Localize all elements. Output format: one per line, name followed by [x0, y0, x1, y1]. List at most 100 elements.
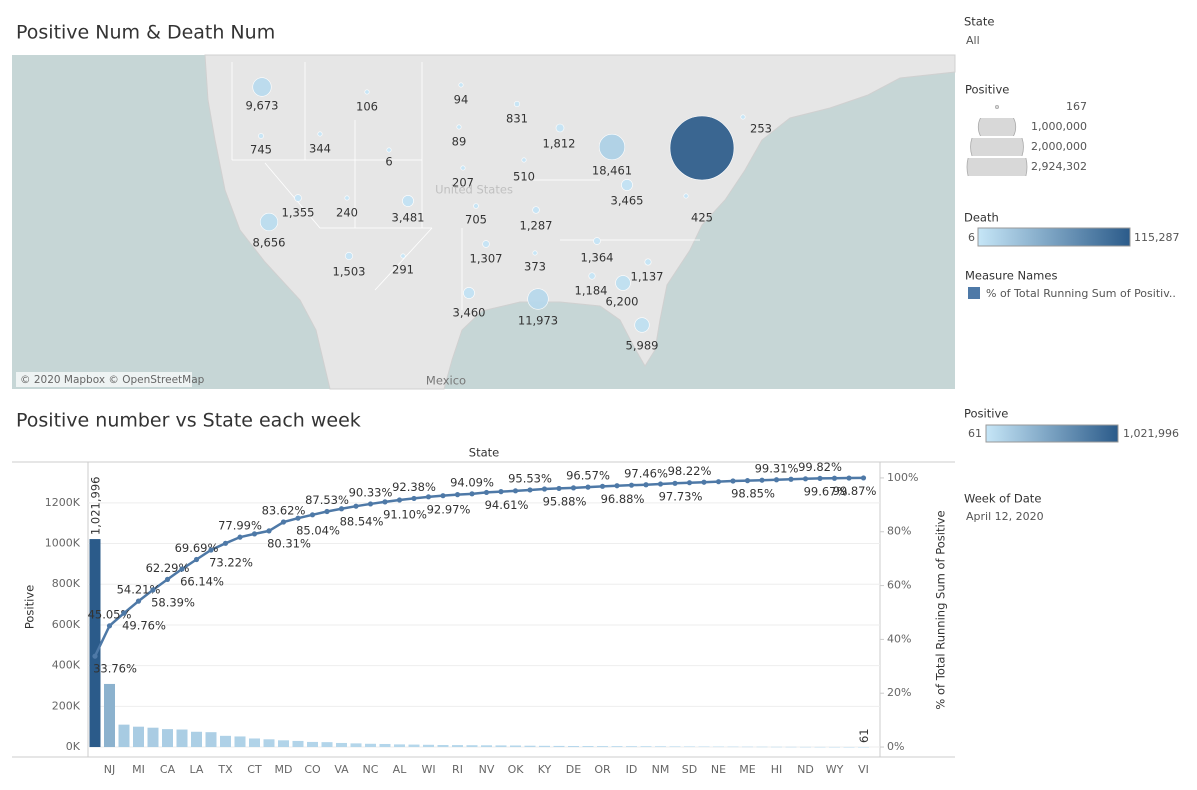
bubble	[294, 194, 302, 202]
x-tick-label: MD	[275, 763, 293, 776]
pareto-point	[846, 475, 852, 481]
bar	[162, 729, 173, 748]
pareto-point	[92, 653, 98, 659]
bubble	[588, 272, 596, 280]
pareto-point	[614, 483, 620, 489]
line-label: 73.22%	[209, 555, 253, 569]
color-legend	[985, 424, 1119, 443]
pareto-point	[817, 475, 823, 482]
bar	[133, 726, 144, 748]
line-label: 96.88%	[601, 492, 645, 506]
x-tick-label: NJ	[104, 763, 115, 776]
pareto-point	[338, 506, 345, 512]
x-tick-label: VI	[858, 763, 869, 776]
pareto-point	[150, 587, 156, 593]
bar	[365, 743, 376, 748]
size-legend-label: 2,924,302	[1031, 160, 1087, 173]
bar	[829, 746, 840, 748]
legend-min: 6	[968, 231, 975, 244]
filter-value[interactable]: All	[966, 34, 980, 47]
x-axis-title: State	[469, 446, 499, 460]
bar	[423, 744, 434, 748]
bubble-label: 3,481	[392, 211, 425, 225]
line-label: 96.57%	[566, 469, 610, 483]
bubble	[258, 133, 264, 139]
bar	[800, 746, 811, 748]
x-tick-label: SD	[682, 763, 697, 776]
pareto-point	[744, 478, 751, 484]
bubble-label: 253	[750, 122, 772, 136]
pareto-point	[353, 503, 359, 509]
bar	[611, 746, 623, 748]
bubble-label: 5,989	[626, 339, 659, 353]
y2-tick-label: 40%	[887, 632, 911, 645]
bar	[553, 745, 565, 748]
bar	[191, 731, 202, 748]
bubble	[532, 250, 538, 256]
y2-tick-label: 80%	[887, 525, 911, 538]
line-label: 90.33%	[349, 485, 393, 499]
y-tick-label: 400K	[52, 659, 81, 672]
y-tick-label: 0K	[66, 740, 81, 753]
bar	[858, 747, 869, 748]
x-tick-label: CO	[304, 763, 321, 776]
bar	[742, 746, 753, 748]
x-tick-label: AL	[393, 763, 408, 776]
size-legend-mark	[970, 138, 1024, 156]
pareto-point	[382, 499, 388, 505]
bubble	[644, 258, 652, 266]
filter-title: State	[964, 15, 994, 29]
pareto-point	[628, 482, 635, 488]
bar-label: 61	[857, 728, 871, 743]
pareto-point	[295, 515, 301, 521]
bubble	[683, 193, 689, 199]
bubble	[513, 100, 521, 108]
place-label: United States	[435, 183, 513, 197]
bubble	[527, 288, 549, 310]
bar	[452, 745, 463, 748]
bubble-label: 831	[506, 112, 528, 126]
pareto-point	[164, 576, 171, 583]
pareto-point	[686, 480, 693, 486]
x-tick-label: ID	[626, 763, 638, 776]
y2-axis-title: % of Total Running Sum of Positive	[934, 510, 948, 709]
bubble-label: 3,460	[453, 306, 486, 320]
bubble-label: 425	[691, 211, 713, 225]
bar	[713, 746, 724, 748]
bubble-label: 1,137	[631, 270, 664, 284]
pareto-point	[527, 487, 533, 493]
color-legend	[977, 227, 1131, 247]
pareto-point	[324, 508, 330, 515]
bubble-label: 1,812	[543, 137, 576, 151]
y-axis-title: Positive	[23, 585, 37, 629]
x-tick-label: ND	[797, 763, 814, 776]
line-label: 94.09%	[450, 475, 494, 489]
line-label: 80.31%	[267, 536, 311, 550]
pareto-point	[672, 480, 678, 486]
line-label: 33.76%	[93, 662, 137, 676]
bubble-label: 1,364	[581, 251, 614, 265]
legend-swatch	[968, 287, 980, 299]
size-legend-label: 2,000,000	[1031, 140, 1087, 153]
y-tick-label: 1200K	[45, 496, 81, 509]
bar	[89, 539, 101, 748]
state-borders	[231, 62, 700, 310]
size-legend-label: 1,000,000	[1031, 120, 1087, 133]
filter-title: Week of Date	[964, 492, 1041, 506]
line-label: 92.97%	[427, 502, 471, 516]
bar	[655, 746, 666, 748]
line-label: 97.46%	[624, 466, 668, 480]
bar	[727, 746, 739, 748]
bubble-label: 1,355	[282, 206, 315, 220]
bubble-label: 89	[452, 135, 467, 149]
x-tick-label: NC	[363, 763, 379, 776]
filter-value[interactable]: April 12, 2020	[966, 510, 1044, 523]
bubble-label: 373	[524, 260, 546, 274]
x-tick-label: NM	[652, 763, 670, 776]
bubble	[463, 287, 475, 299]
legend-title: Positive	[965, 83, 1009, 97]
pareto-point	[222, 540, 229, 546]
bar	[626, 746, 637, 748]
bar	[771, 746, 782, 748]
